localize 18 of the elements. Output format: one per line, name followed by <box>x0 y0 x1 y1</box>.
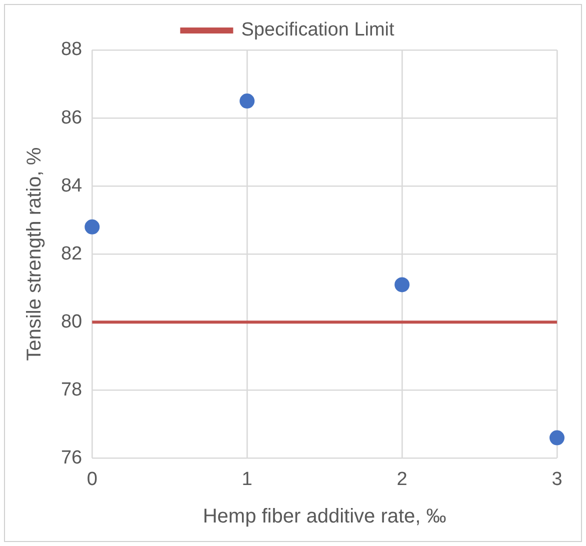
point <box>240 94 255 109</box>
x-tick-label: 0 <box>86 468 98 490</box>
x-tick-label: 1 <box>242 468 252 490</box>
y-tick-label: 78 <box>60 379 82 400</box>
y-tick-label: 80 <box>60 311 82 332</box>
point <box>394 277 410 292</box>
y-tick-label: 84 <box>60 175 83 196</box>
y-axis-title: Tensile strength ratio, % <box>24 147 46 361</box>
y-tick-label: 76 <box>60 447 82 468</box>
x-axis-title: Hemp fiber additive rate, ‰ <box>202 506 446 528</box>
x-tick-label: 3 <box>552 468 562 490</box>
point <box>550 430 564 446</box>
y-tick-label: 86 <box>60 107 82 128</box>
point <box>84 219 100 234</box>
x-tick-label: 2 <box>396 468 408 490</box>
legend-label: Specification Limit <box>241 20 396 41</box>
y-tick-label: 82 <box>60 243 82 264</box>
y-tick-label: 88 <box>60 39 82 60</box>
